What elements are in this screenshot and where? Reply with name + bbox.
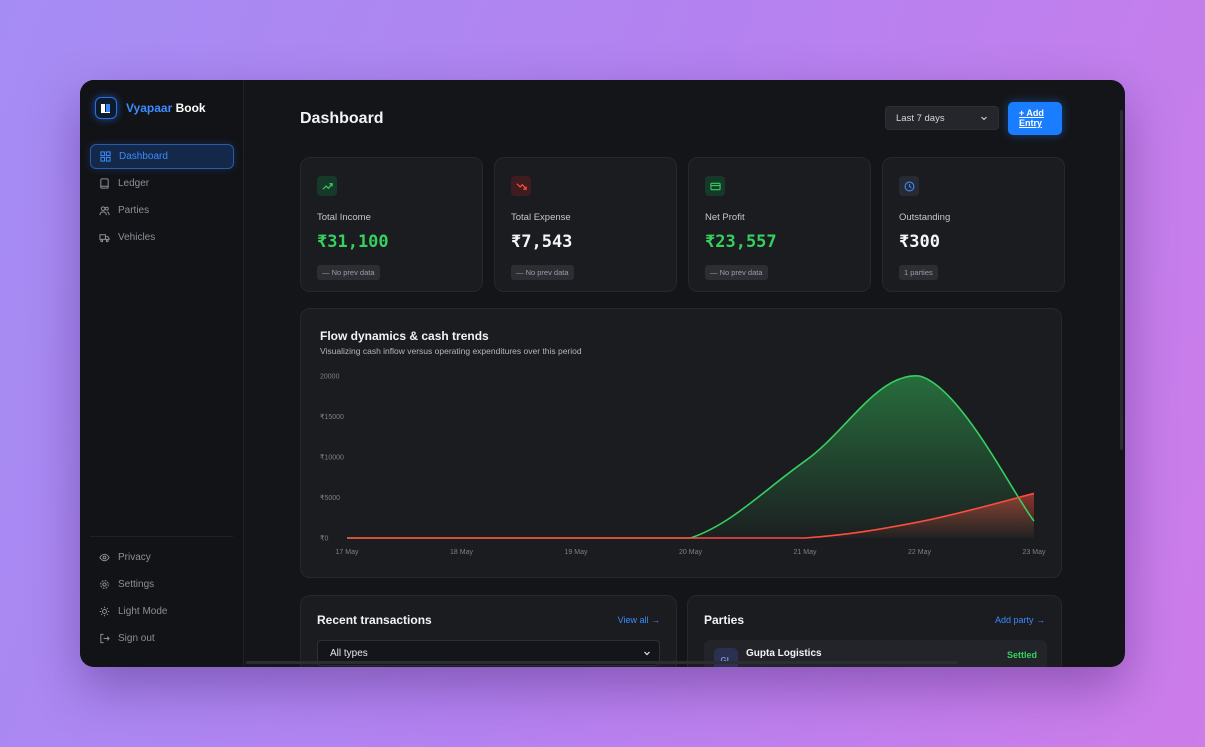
y-tick-label: ₹15000 bbox=[320, 413, 344, 421]
card-badge: — No prev data bbox=[317, 265, 380, 280]
clock-icon bbox=[899, 176, 919, 196]
y-tick-label: ₹5000 bbox=[320, 494, 340, 502]
card-value: ₹7,543 bbox=[511, 232, 573, 252]
main-content: Dashboard Last 7 days + Add Entry Total … bbox=[244, 80, 1125, 667]
sidebar-item-label: Vehicles bbox=[118, 232, 156, 243]
series-expense-area bbox=[347, 493, 1034, 538]
chevron-down-icon bbox=[981, 116, 987, 121]
book-logo-icon bbox=[95, 97, 117, 119]
card-label: Total Income bbox=[317, 212, 371, 223]
sidebar-item-label: Privacy bbox=[118, 552, 151, 563]
summary-cards: Total Income ₹31,100 — No prev data Tota… bbox=[300, 157, 1065, 292]
chevron-down-icon bbox=[644, 651, 650, 656]
sidebar-item-parties[interactable]: Parties bbox=[90, 198, 234, 223]
series-income-area bbox=[347, 375, 1034, 538]
bottom-nav: Privacy Settings Light Mode Sign out bbox=[90, 545, 234, 653]
card-value: ₹300 bbox=[899, 232, 940, 252]
eye-icon bbox=[99, 553, 110, 562]
sidebar-item-label: Parties bbox=[118, 205, 150, 216]
card-value: ₹31,100 bbox=[317, 232, 389, 252]
y-tick-label: 20000 bbox=[320, 374, 340, 381]
card-badge: 1 parties bbox=[899, 265, 938, 280]
horizontal-scrollbar[interactable] bbox=[246, 661, 958, 664]
app-window: Vyapaar Book Dashboard Ledger Parties Ve… bbox=[80, 80, 1125, 667]
card-label: Outstanding bbox=[899, 212, 951, 223]
chart-title: Flow dynamics & cash trends bbox=[320, 329, 489, 343]
status-badge: Settled bbox=[1006, 650, 1037, 660]
wallet-icon bbox=[705, 176, 725, 196]
brand-name-part2: Book bbox=[175, 101, 206, 115]
y-tick-label: ₹10000 bbox=[320, 454, 344, 462]
cash-trend-chart: ₹0 ₹5000 ₹10000 ₹15000 20000 17 May 18 May 19 … bbox=[320, 374, 1046, 557]
card-badge: — No prev data bbox=[705, 265, 768, 280]
logout-icon bbox=[100, 633, 110, 644]
add-entry-label-line2: Entry bbox=[1019, 118, 1043, 128]
sidebar-item-ledger[interactable]: Ledger bbox=[90, 171, 234, 196]
series-expense-line bbox=[346, 492, 1035, 539]
card-outstanding: Outstanding ₹300 1 parties bbox=[882, 157, 1065, 292]
add-party-link[interactable]: Add party → bbox=[994, 615, 1045, 625]
date-range-value: Last 7 days bbox=[896, 112, 945, 124]
x-tick-label: 17 May bbox=[336, 549, 359, 556]
x-tick-label: 22 May bbox=[908, 549, 931, 556]
transaction-type-value: All types bbox=[330, 647, 368, 659]
add-entry-label-line1: + Add bbox=[1019, 108, 1044, 118]
main-nav: Dashboard Ledger Parties Vehicles bbox=[90, 144, 234, 252]
sidebar-item-label: Settings bbox=[118, 579, 155, 590]
cash-trend-chart-panel: Flow dynamics & cash trends Visualizing … bbox=[300, 308, 1062, 578]
card-badge: — No prev data bbox=[511, 265, 574, 280]
sidebar-item-sign-out[interactable]: Sign out bbox=[90, 626, 234, 651]
vertical-scrollbar[interactable] bbox=[1120, 110, 1123, 450]
sidebar-item-label: Ledger bbox=[118, 178, 150, 189]
sidebar-item-privacy[interactable]: Privacy bbox=[90, 545, 234, 570]
recent-transactions-panel: Recent transactions View all → All types bbox=[300, 595, 677, 667]
gear-icon bbox=[100, 580, 109, 589]
x-tick-label: 19 May bbox=[565, 549, 588, 556]
sidebar-divider bbox=[90, 536, 233, 537]
sidebar-item-light-mode[interactable]: Light Mode bbox=[90, 599, 234, 624]
party-name: Gupta Logistics bbox=[746, 648, 822, 659]
x-tick-label: 18 May bbox=[450, 549, 473, 556]
truck-icon bbox=[99, 234, 110, 243]
chart-subtitle: Visualizing cash inflow versus operating… bbox=[320, 346, 582, 356]
sidebar: Vyapaar Book Dashboard Ledger Parties Ve… bbox=[80, 80, 244, 667]
add-entry-button[interactable]: + Add Entry bbox=[1008, 102, 1062, 135]
sidebar-item-dashboard[interactable]: Dashboard bbox=[90, 144, 234, 169]
sidebar-item-settings[interactable]: Settings bbox=[90, 572, 234, 597]
x-tick-label: 21 May bbox=[794, 549, 817, 556]
trend-down-icon bbox=[511, 176, 531, 196]
card-value: ₹23,557 bbox=[705, 232, 777, 252]
card-label: Total Expense bbox=[511, 212, 571, 223]
card-net-profit: Net Profit ₹23,557 — No prev data bbox=[688, 157, 871, 292]
x-tick-label: 23 May bbox=[1023, 549, 1046, 556]
grid-icon bbox=[100, 151, 111, 162]
x-tick-label: 20 May bbox=[679, 549, 702, 556]
sidebar-item-label: Light Mode bbox=[118, 606, 168, 617]
trend-up-icon bbox=[317, 176, 337, 196]
brand-name-part1: Vyapaar bbox=[126, 101, 173, 115]
parties-panel: Parties Add party → GL Gupta Logistics S… bbox=[687, 595, 1062, 667]
date-range-select[interactable]: Last 7 days bbox=[885, 106, 999, 130]
sidebar-item-label: Dashboard bbox=[119, 151, 168, 162]
recent-transactions-title: Recent transactions bbox=[317, 613, 432, 627]
card-total-expense: Total Expense ₹7,543 — No prev data bbox=[494, 157, 677, 292]
parties-title: Parties bbox=[704, 613, 745, 627]
avatar: GL bbox=[714, 648, 738, 667]
card-total-income: Total Income ₹31,100 — No prev data bbox=[300, 157, 483, 292]
sidebar-item-label: Sign out bbox=[118, 633, 155, 644]
users-icon bbox=[99, 206, 110, 216]
y-tick-label: ₹0 bbox=[320, 535, 328, 543]
book-icon bbox=[100, 178, 109, 189]
sidebar-item-vehicles[interactable]: Vehicles bbox=[90, 225, 234, 250]
brand-name: Vyapaar Book bbox=[126, 101, 206, 115]
view-all-link[interactable]: View all → bbox=[617, 615, 660, 625]
sun-icon bbox=[99, 606, 110, 617]
page-title: Dashboard bbox=[300, 110, 384, 127]
card-label: Net Profit bbox=[705, 212, 745, 223]
brand[interactable]: Vyapaar Book bbox=[95, 97, 206, 119]
